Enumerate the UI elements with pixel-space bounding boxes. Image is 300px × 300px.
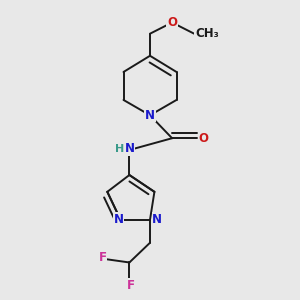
Text: H: H [115, 144, 124, 154]
Text: N: N [114, 213, 124, 226]
Text: O: O [199, 132, 208, 145]
Text: O: O [167, 16, 177, 29]
Text: CH₃: CH₃ [195, 27, 219, 40]
Text: F: F [127, 279, 135, 292]
Text: N: N [125, 142, 135, 155]
Text: F: F [99, 251, 106, 264]
Text: N: N [145, 109, 155, 122]
Text: N: N [152, 213, 162, 226]
